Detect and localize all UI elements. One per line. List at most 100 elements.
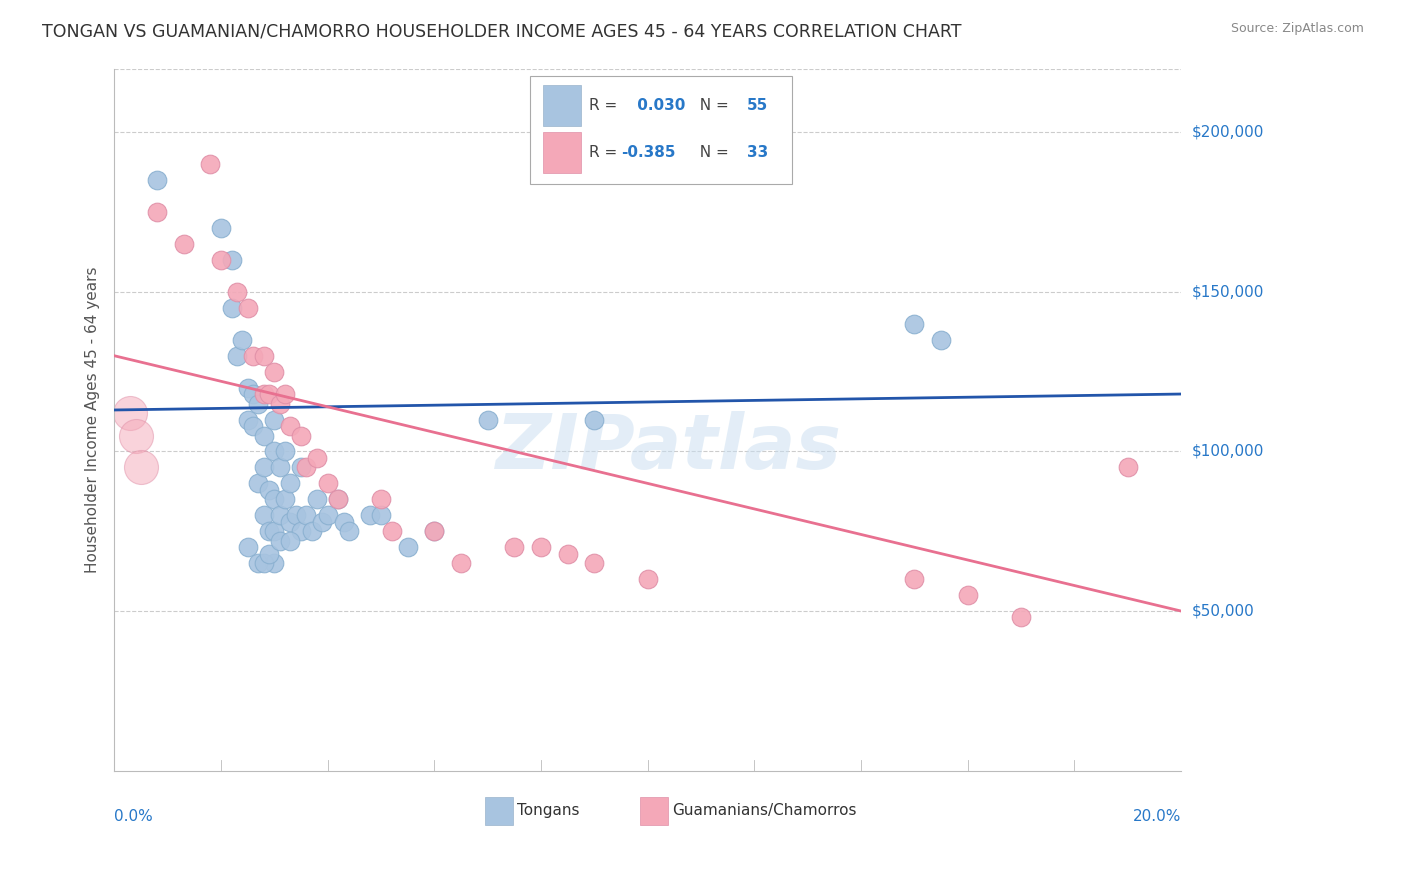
Point — [269, 508, 291, 523]
Point — [316, 476, 339, 491]
Point — [263, 412, 285, 426]
Point — [252, 349, 274, 363]
FancyBboxPatch shape — [543, 86, 582, 126]
Point — [257, 483, 280, 497]
Point — [278, 419, 301, 434]
Text: 33: 33 — [747, 145, 768, 161]
Text: $150,000: $150,000 — [1192, 285, 1264, 300]
Point — [450, 556, 472, 570]
Point — [301, 524, 323, 539]
Text: Guamanians/Chamorros: Guamanians/Chamorros — [672, 803, 856, 818]
Point — [209, 252, 232, 267]
Point — [257, 524, 280, 539]
Text: ZIPatlas: ZIPatlas — [496, 410, 842, 484]
Point — [423, 524, 446, 539]
Point — [370, 508, 392, 523]
Point — [247, 556, 270, 570]
Point — [311, 515, 333, 529]
Point — [337, 524, 360, 539]
Text: R =: R = — [589, 145, 621, 161]
Point — [530, 540, 553, 554]
Point — [370, 492, 392, 507]
Text: N =: N = — [690, 98, 734, 113]
Point — [1116, 460, 1139, 475]
Point — [278, 533, 301, 548]
Point — [328, 492, 350, 507]
Point — [423, 524, 446, 539]
Text: N =: N = — [690, 145, 734, 161]
Point — [305, 492, 328, 507]
Point — [274, 444, 297, 458]
Text: -0.385: -0.385 — [621, 145, 675, 161]
Point — [252, 387, 274, 401]
Point — [557, 547, 579, 561]
Point — [903, 317, 925, 331]
Point — [305, 450, 328, 465]
Point — [316, 508, 339, 523]
Point — [295, 508, 318, 523]
Point — [290, 428, 312, 442]
Text: $100,000: $100,000 — [1192, 444, 1264, 459]
Point — [236, 301, 259, 315]
FancyBboxPatch shape — [530, 76, 792, 185]
Point — [257, 547, 280, 561]
Point — [269, 460, 291, 475]
Text: 20.0%: 20.0% — [1133, 809, 1181, 824]
Point — [242, 349, 264, 363]
Point — [173, 237, 195, 252]
Point — [956, 588, 979, 602]
Point — [278, 476, 301, 491]
FancyBboxPatch shape — [543, 132, 582, 173]
Text: R =: R = — [589, 98, 621, 113]
Point — [274, 492, 297, 507]
Point — [225, 349, 247, 363]
Point — [380, 524, 402, 539]
Point — [236, 412, 259, 426]
Text: Tongans: Tongans — [517, 803, 579, 818]
Point — [295, 460, 318, 475]
Point — [359, 508, 381, 523]
Point — [583, 556, 606, 570]
Y-axis label: Householder Income Ages 45 - 64 years: Householder Income Ages 45 - 64 years — [86, 267, 100, 573]
Point — [903, 572, 925, 586]
Point — [209, 221, 232, 235]
Point — [188, 29, 211, 44]
Point — [129, 460, 152, 475]
Point — [269, 396, 291, 410]
Point — [124, 428, 146, 442]
FancyBboxPatch shape — [485, 797, 513, 824]
Point — [231, 333, 253, 347]
Point — [269, 533, 291, 548]
Point — [225, 285, 247, 299]
Point — [242, 419, 264, 434]
Text: 0.0%: 0.0% — [114, 809, 153, 824]
Point — [290, 460, 312, 475]
Point — [252, 508, 274, 523]
Point — [221, 252, 243, 267]
Text: 55: 55 — [747, 98, 768, 113]
Point — [290, 524, 312, 539]
Point — [503, 540, 526, 554]
Point — [929, 333, 952, 347]
Point — [583, 412, 606, 426]
Point — [637, 572, 659, 586]
Point — [247, 396, 270, 410]
Point — [252, 460, 274, 475]
Point — [252, 428, 274, 442]
Point — [263, 524, 285, 539]
Point — [284, 508, 307, 523]
Point — [332, 515, 354, 529]
Point — [200, 157, 222, 171]
Point — [146, 205, 169, 219]
Point — [396, 540, 419, 554]
Point — [247, 476, 270, 491]
Text: 0.030: 0.030 — [631, 98, 685, 113]
Point — [257, 387, 280, 401]
Point — [328, 492, 350, 507]
Point — [263, 492, 285, 507]
Text: TONGAN VS GUAMANIAN/CHAMORRO HOUSEHOLDER INCOME AGES 45 - 64 YEARS CORRELATION C: TONGAN VS GUAMANIAN/CHAMORRO HOUSEHOLDER… — [42, 22, 962, 40]
Point — [120, 406, 142, 420]
Point — [242, 387, 264, 401]
Point — [146, 173, 169, 187]
Point — [252, 556, 274, 570]
